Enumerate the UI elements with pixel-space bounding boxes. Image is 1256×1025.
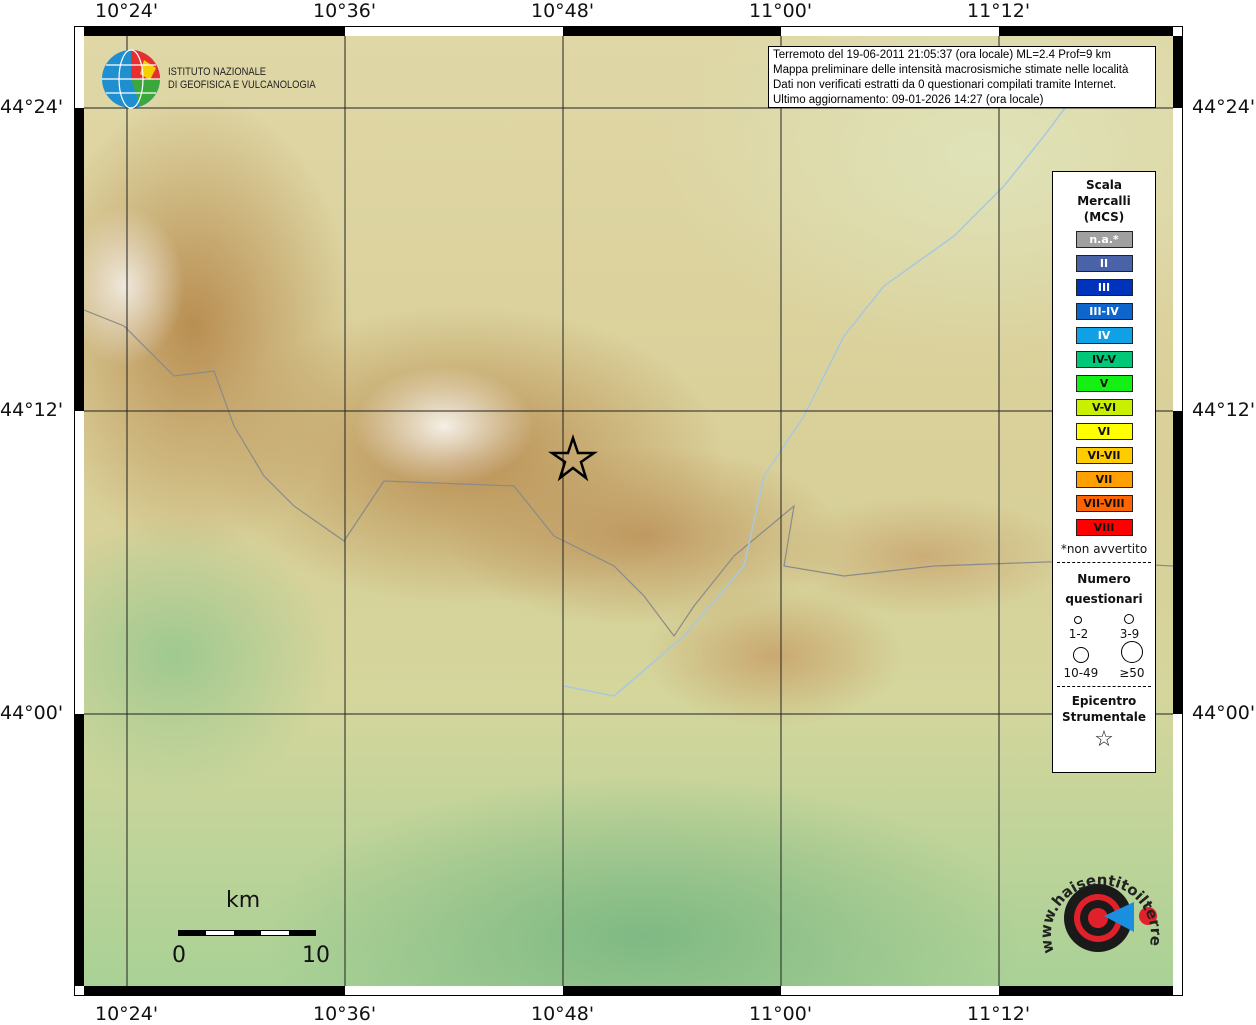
legend-note: *non avvertito	[1060, 542, 1148, 556]
count-label: 10-49	[1063, 666, 1099, 680]
logo-line2: DI GEOFISICA E VULCANOLOGIA	[168, 79, 316, 91]
scale-bar: km 0 10	[170, 888, 330, 968]
lon-label-bottom: 11°12'	[967, 1003, 1031, 1025]
circle-xlarge-icon	[1120, 641, 1143, 663]
legend-swatch: II	[1075, 255, 1133, 272]
lat-label-right: 44°24'	[1192, 96, 1256, 118]
lon-label-top: 10°48'	[531, 0, 595, 22]
legend-swatch: VII	[1075, 471, 1133, 488]
count-label: 3-9	[1119, 627, 1140, 641]
badge-logo-icon: www.haisentitoilterremoto.it	[1028, 838, 1165, 955]
lat-label-right: 44°12'	[1192, 399, 1256, 421]
count-title: questionari	[1065, 592, 1143, 606]
scale-min: 0	[172, 943, 186, 968]
count-label: 1-2	[1068, 627, 1089, 641]
legend-swatch: VI-VII	[1075, 447, 1133, 464]
info-line: Mappa preliminare delle intensità macros…	[773, 64, 1129, 76]
legend-swatch: V-VI	[1075, 399, 1133, 416]
epicenter-title: Strumentale	[1061, 710, 1147, 724]
event-info-box: Terremoto del 19-06-2011 21:05:37 (ora l…	[768, 46, 1156, 108]
legend-swatch: III	[1075, 279, 1133, 296]
lat-label-right: 44°00'	[1192, 702, 1256, 724]
epicenter-star-legend-icon: ☆	[1094, 727, 1114, 752]
terrain-map[interactable]	[84, 36, 1173, 986]
circle-medium-icon	[1124, 614, 1135, 624]
map-overlay	[84, 36, 1173, 986]
river	[563, 95, 1075, 697]
legend-swatch: III-IV	[1075, 303, 1133, 320]
count-title: Numero	[1077, 572, 1131, 586]
epicenter-title: Epicentro	[1071, 694, 1137, 708]
info-line: Terremoto del 19-06-2011 21:05:37 (ora l…	[773, 49, 1111, 61]
lat-label-left: 44°00'	[0, 702, 64, 724]
lon-label-bottom: 10°24'	[95, 1003, 159, 1025]
info-line: Dati non verificati estratti da 0 questi…	[773, 79, 1117, 91]
hai-sentito-badge[interactable]: www.haisentitoilterremoto.it	[1028, 838, 1166, 978]
info-line: Ultimo aggiornamento: 09-01-2026 14:27 (…	[773, 94, 1044, 106]
legend-swatch: VII-VIII	[1075, 495, 1133, 512]
border-line	[84, 309, 1173, 638]
legend-title: Scala	[1085, 178, 1123, 192]
lon-label-bottom: 11°00'	[749, 1003, 813, 1025]
legend: Scala Mercalli (MCS) n.a.* II III III-IV IV I…	[1052, 171, 1156, 773]
scale-unit: km	[226, 888, 261, 913]
lon-label-top: 11°00'	[749, 0, 813, 22]
lon-label-top: 10°24'	[95, 0, 159, 22]
legend-swatch: IV	[1075, 327, 1133, 344]
lon-label-top: 10°36'	[313, 0, 377, 22]
circle-large-icon	[1072, 647, 1089, 663]
lon-label-top: 11°12'	[967, 0, 1031, 22]
circle-small-icon	[1074, 616, 1083, 624]
legend-swatch: VIII	[1075, 519, 1133, 536]
legend-swatch: V	[1075, 375, 1133, 392]
count-label: ≥50	[1119, 666, 1145, 680]
globe-logo-icon	[102, 49, 160, 109]
lon-label-bottom: 10°36'	[313, 1003, 377, 1025]
epicenter-star-icon	[547, 434, 599, 482]
scale-max: 10	[302, 943, 330, 968]
ingv-logo: ISTITUTO NAZIONALE DI GEOFISICA E VULCANO…	[100, 48, 342, 110]
lon-label-bottom: 10°48'	[531, 1003, 595, 1025]
legend-title: (MCS)	[1083, 210, 1125, 224]
lat-label-left: 44°24'	[0, 96, 64, 118]
legend-swatch: VI	[1075, 423, 1133, 440]
legend-swatch: n.a.*	[1075, 231, 1133, 248]
logo-line1: ISTITUTO NAZIONALE	[168, 66, 267, 78]
legend-title: Mercalli	[1077, 194, 1131, 208]
lat-label-left: 44°12'	[0, 399, 64, 421]
legend-swatch: IV-V	[1075, 351, 1133, 368]
